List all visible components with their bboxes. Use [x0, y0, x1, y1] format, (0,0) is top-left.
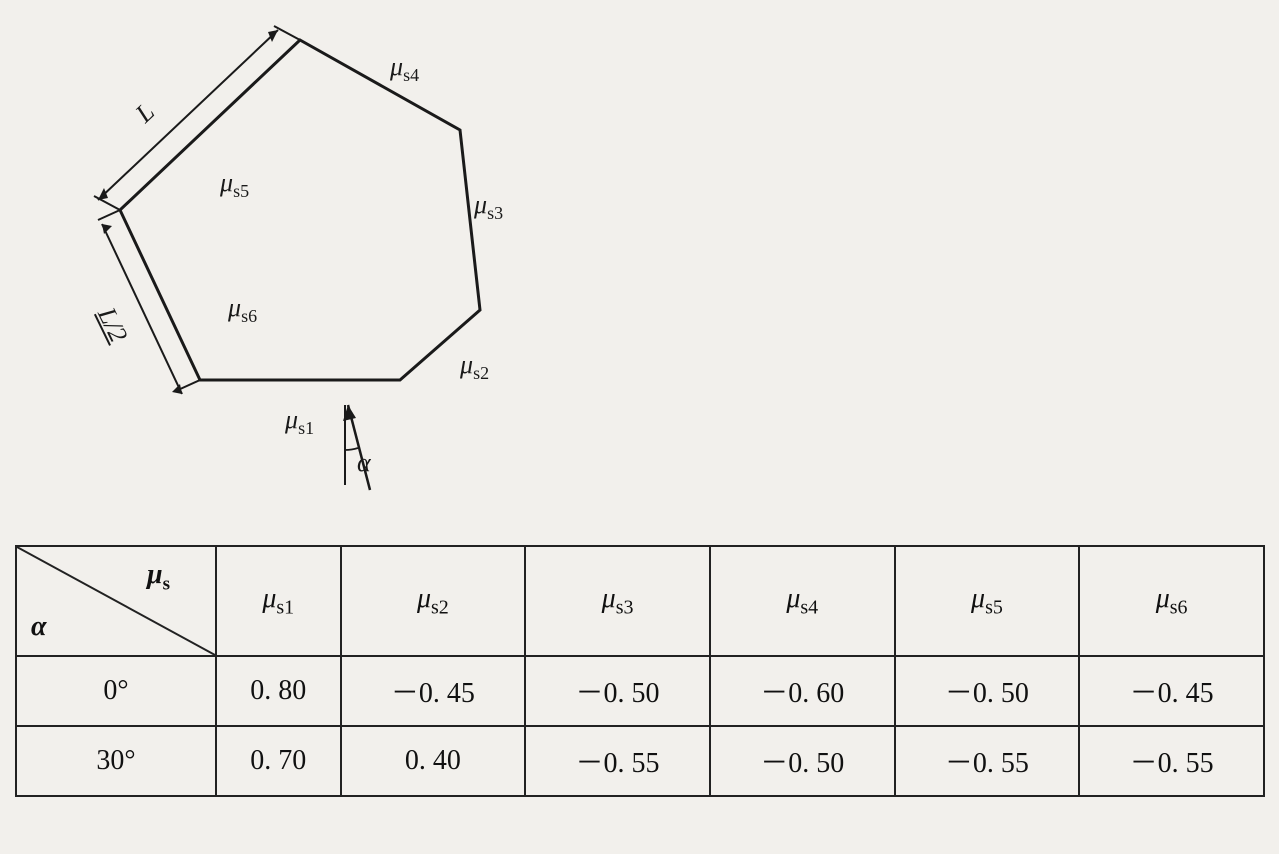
col-header-6: μs6 — [1079, 546, 1264, 656]
corner-cell: μs α — [16, 546, 216, 656]
tick-L-2 — [274, 26, 300, 40]
cell-1-4: －0. 55 — [895, 726, 1080, 796]
tick-L2-2 — [178, 380, 200, 390]
cell-0-2: －0. 50 — [525, 656, 710, 726]
col-header-3: μs3 — [525, 546, 710, 656]
col-header-2: μs2 — [341, 546, 526, 656]
cell-0-3: －0. 60 — [710, 656, 895, 726]
cell-1-3: －0. 50 — [710, 726, 895, 796]
cell-0-1: －0. 45 — [341, 656, 526, 726]
cell-0-5: －0. 45 — [1079, 656, 1264, 726]
corner-col-label: μs — [147, 559, 170, 596]
cell-0-0: 0. 80 — [216, 656, 341, 726]
cell-1-0: 0. 70 — [216, 726, 341, 796]
table-header-row: μs α μs1 μs2 μs3 μs4 μs5 μs6 — [16, 546, 1264, 656]
table-row: 30° 0. 70 0. 40 －0. 55 －0. 50 －0. 55 －0.… — [16, 726, 1264, 796]
col-header-1: μs1 — [216, 546, 341, 656]
cell-1-2: －0. 55 — [525, 726, 710, 796]
label-mu-s3: μs3 — [474, 190, 503, 224]
hexagon-svg — [60, 10, 580, 500]
tick-L2-1 — [98, 210, 120, 220]
label-alpha: α — [357, 448, 371, 478]
coefficient-table-container: μs α μs1 μs2 μs3 μs4 μs5 μs6 0° 0. 80 －0… — [15, 545, 1265, 797]
col-header-4: μs4 — [710, 546, 895, 656]
label-mu-s1: μs1 — [285, 405, 314, 439]
cell-1-5: －0. 55 — [1079, 726, 1264, 796]
corner-row-label: α — [31, 611, 47, 643]
row-label-0: 0° — [16, 656, 216, 726]
table-row: 0° 0. 80 －0. 45 －0. 50 －0. 60 －0. 50 －0.… — [16, 656, 1264, 726]
cell-1-1: 0. 40 — [341, 726, 526, 796]
cell-0-4: －0. 50 — [895, 656, 1080, 726]
arrow-L-top — [268, 30, 278, 42]
hexagon-shape — [120, 40, 480, 380]
hexagon-diagram: L L/2 μs1 μs2 μs3 μs4 μs5 μs6 α — [60, 10, 580, 500]
label-mu-s6: μs6 — [228, 293, 257, 327]
label-mu-s2: μs2 — [460, 350, 489, 384]
dim-line-L — [98, 30, 278, 200]
col-header-5: μs5 — [895, 546, 1080, 656]
label-mu-s5: μs5 — [220, 168, 249, 202]
row-label-1: 30° — [16, 726, 216, 796]
label-mu-s4: μs4 — [390, 52, 419, 86]
coefficient-table: μs α μs1 μs2 μs3 μs4 μs5 μs6 0° 0. 80 －0… — [15, 545, 1265, 797]
